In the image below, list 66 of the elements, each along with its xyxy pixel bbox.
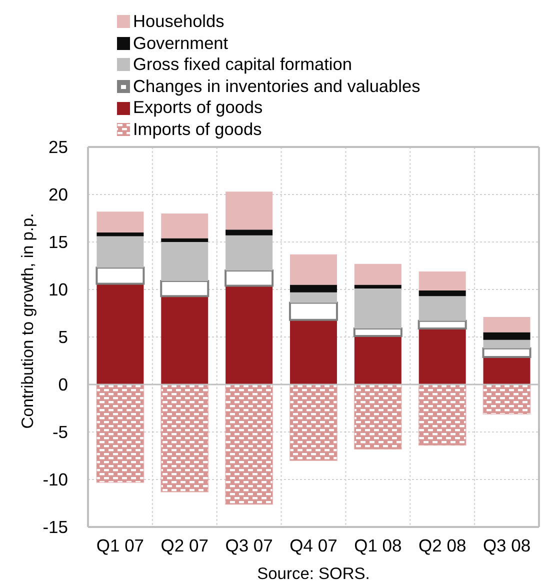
bar: [160, 280, 210, 298]
y-tick-label: 15: [48, 232, 68, 252]
bar: [96, 212, 144, 232]
bar: [354, 336, 402, 384]
y-tick-label: 10: [48, 280, 68, 300]
bar: [225, 384, 274, 505]
bar: [160, 384, 209, 492]
x-tick-label: Q2 07: [160, 535, 208, 556]
x-tick-label: Q2 08: [418, 535, 466, 556]
bar: [226, 286, 273, 384]
bar: [289, 384, 338, 461]
legend-label: Exports of goods: [133, 97, 263, 119]
bar: [483, 317, 530, 332]
bar: [224, 270, 274, 287]
bar: [226, 235, 273, 270]
bar: [353, 327, 402, 338]
bar: [96, 384, 144, 483]
bar: [354, 288, 402, 328]
legend-label: Government: [133, 32, 228, 54]
bar: [418, 271, 466, 290]
y-tick-label: 0: [58, 374, 68, 395]
x-tick-label: Q3 07: [225, 535, 273, 556]
legend-label: Gross fixed capital formation: [133, 54, 352, 76]
bar: [161, 296, 208, 384]
bar: [482, 347, 532, 358]
bar: [482, 384, 531, 414]
bar: [96, 236, 144, 268]
legend-label: Households: [133, 11, 224, 33]
x-tick-label: Q4 07: [290, 535, 338, 556]
bar: [226, 192, 273, 230]
y-tick-label: -15: [42, 517, 68, 538]
bar: [290, 254, 337, 285]
bar: [290, 284, 337, 292]
bar: [483, 332, 530, 340]
bar: [226, 230, 273, 236]
bar: [354, 284, 402, 289]
bar: [288, 302, 338, 321]
bar: [96, 266, 145, 285]
bar: [483, 340, 530, 348]
legend-label: Changes in inventories and valuables: [133, 76, 420, 98]
bar: [354, 384, 402, 450]
bar: [161, 214, 208, 238]
bar: [161, 242, 208, 281]
bar: [354, 264, 402, 285]
bar: [96, 232, 144, 236]
bar: [418, 290, 466, 296]
y-tick-label: -5: [52, 422, 68, 442]
bar: [418, 296, 466, 321]
y-tick-label: -10: [42, 470, 68, 490]
x-tick-label: Q1 07: [96, 535, 144, 556]
legend-label: Imports of goods: [133, 118, 262, 141]
y-tick-label: 25: [48, 137, 68, 158]
source-note: Source: SORS.: [256, 565, 371, 584]
y-tick-label: 5: [58, 327, 68, 348]
bar: [290, 292, 337, 303]
bar: [483, 356, 530, 384]
x-tick-label: Q3 08: [482, 535, 531, 556]
bar: [161, 238, 208, 242]
bar: [418, 320, 467, 330]
bar: [418, 384, 466, 446]
x-tick-label: Q1 08: [354, 535, 402, 556]
bar: [96, 284, 144, 384]
bar: [290, 320, 337, 384]
bar: [418, 328, 466, 384]
y-tick-label: 20: [48, 184, 68, 205]
y-axis-title: Contribution to growth, in p.p.: [18, 213, 37, 429]
